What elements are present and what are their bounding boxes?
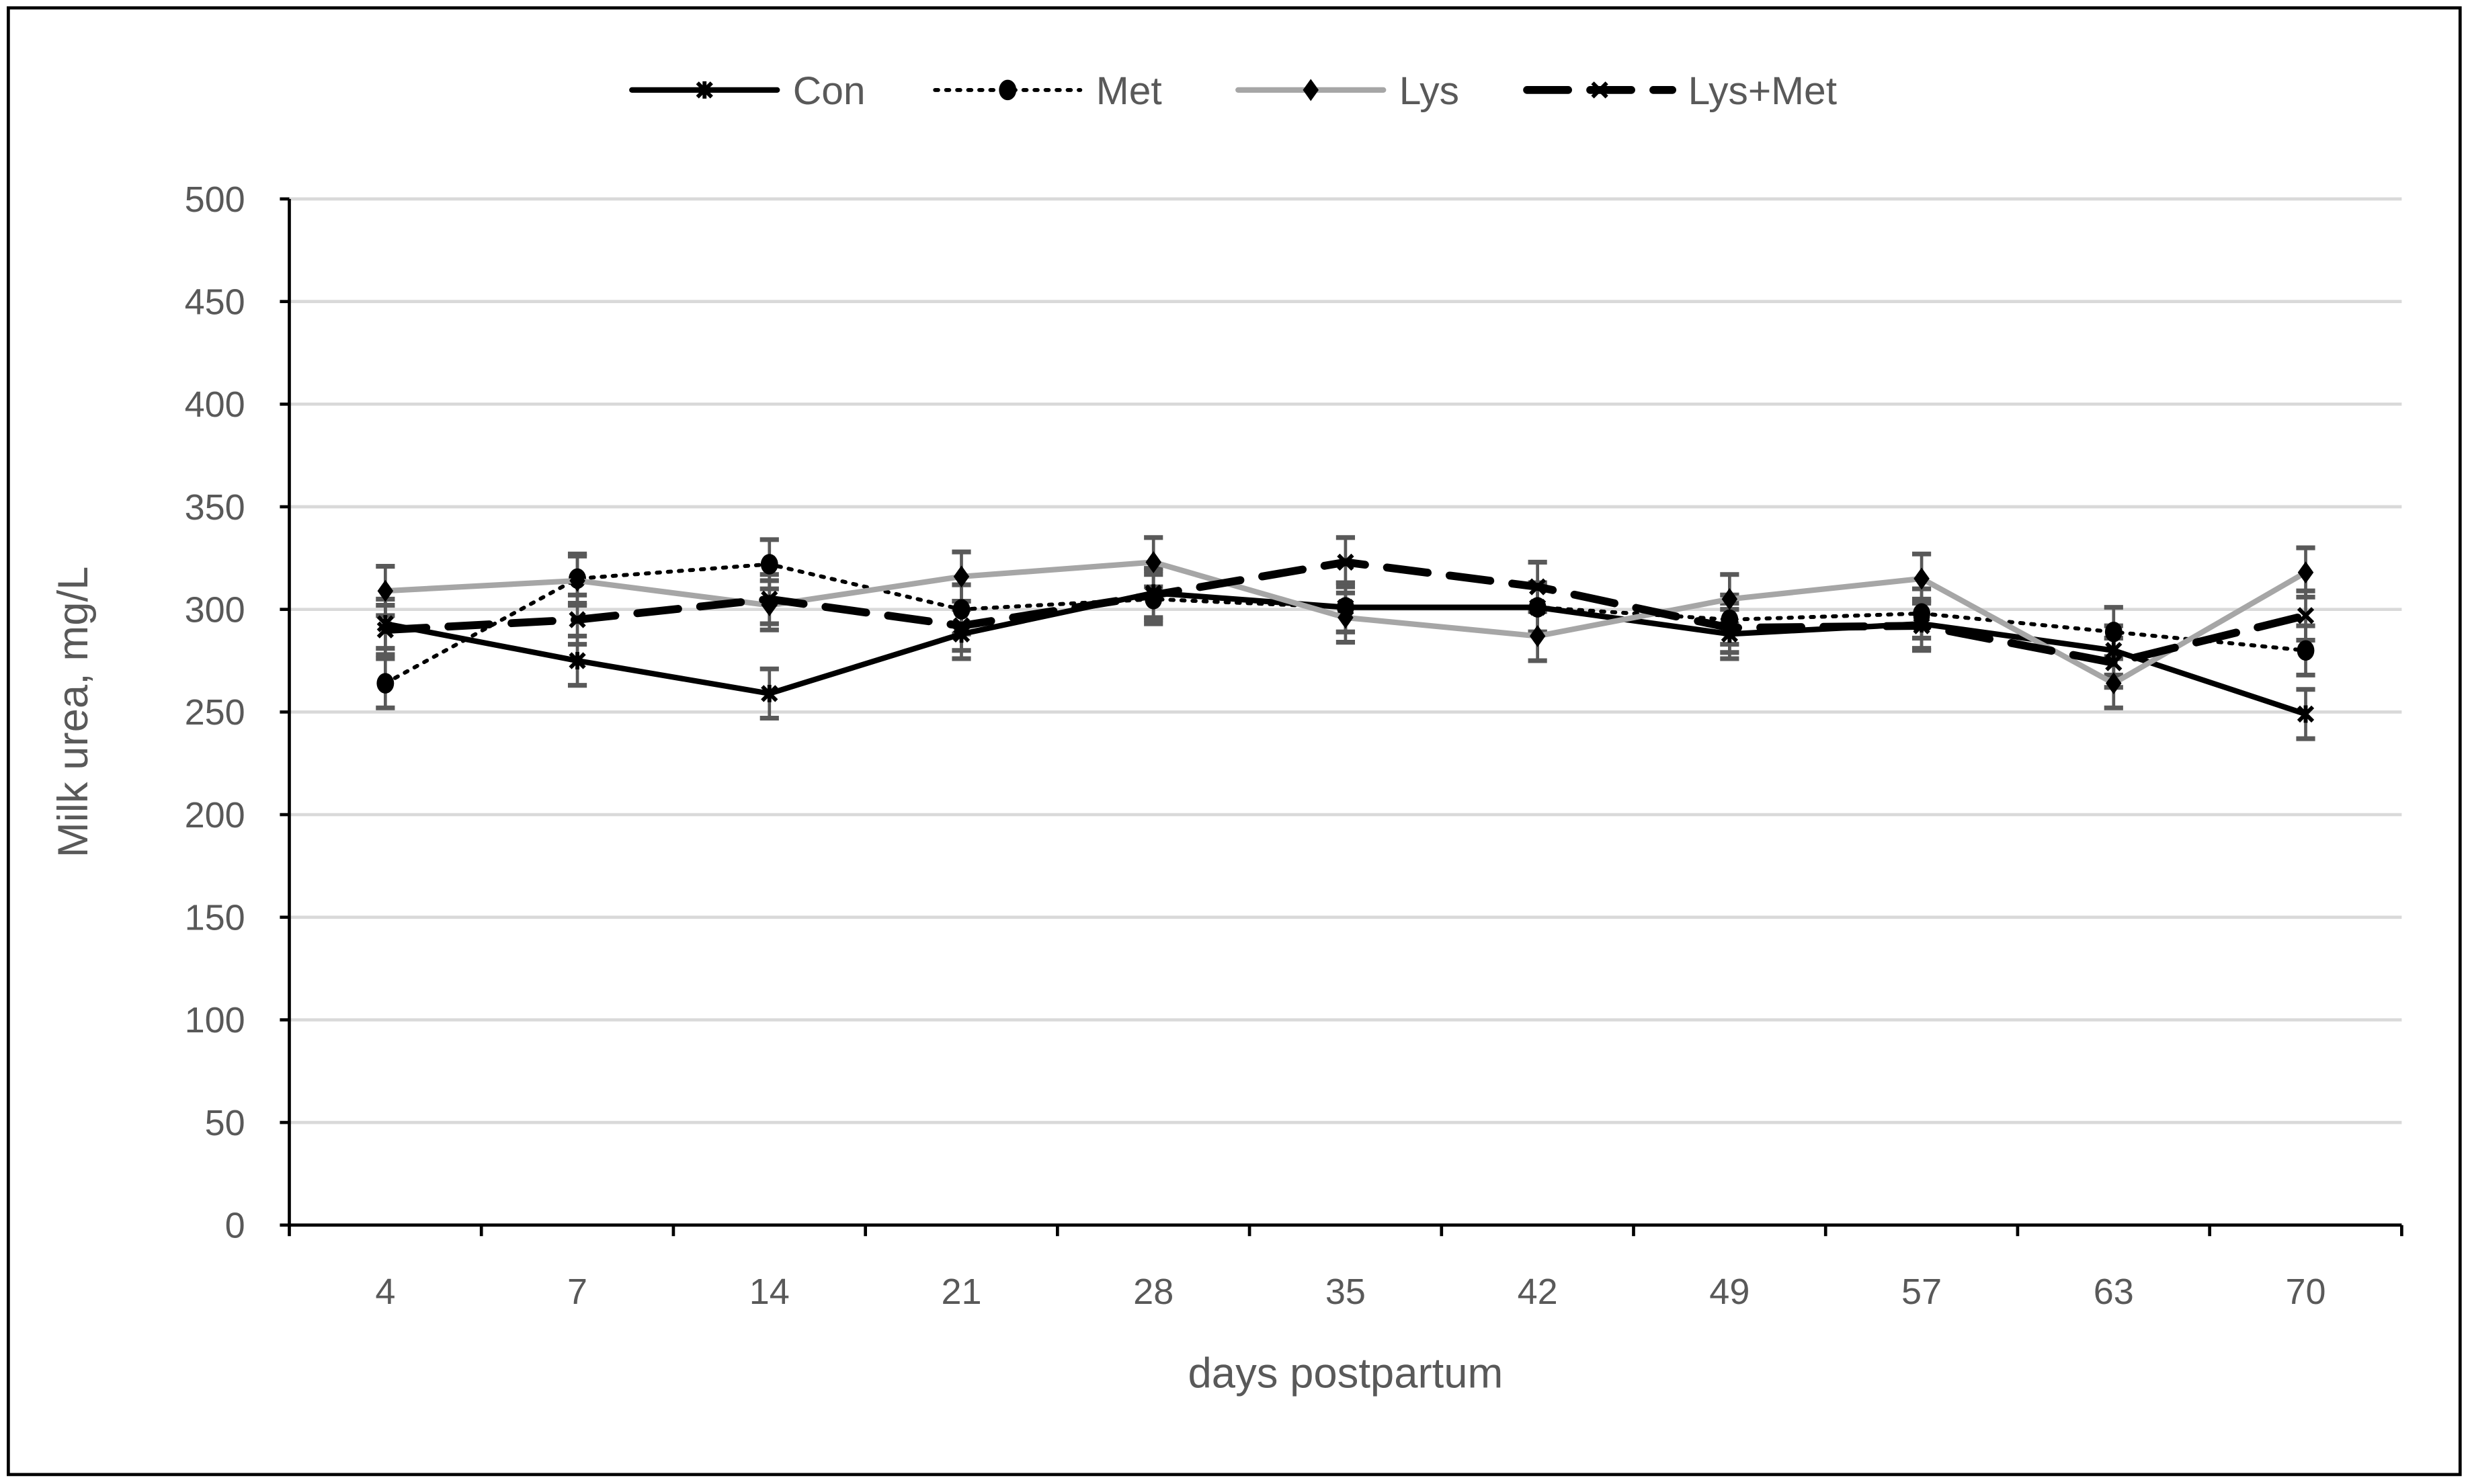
star-marker <box>696 81 713 99</box>
legend-label: Met <box>1096 69 1162 113</box>
x-marker <box>952 617 971 634</box>
chart-frame <box>7 6 2462 1477</box>
y-tick-label: 0 <box>225 1206 245 1246</box>
x-marker <box>1337 553 1354 571</box>
x-marker <box>2297 607 2315 624</box>
circle-marker <box>1913 603 1930 624</box>
x-tick-label: 28 <box>1133 1272 1174 1312</box>
y-tick-label: 350 <box>185 487 245 528</box>
circle-marker <box>952 599 971 620</box>
y-tick-label: 150 <box>185 898 245 938</box>
x-marker <box>2105 654 2123 671</box>
circle-marker <box>2104 622 2123 643</box>
x-tick-label: 4 <box>375 1272 395 1312</box>
x-marker <box>1721 619 1738 636</box>
x-marker <box>1528 578 1547 595</box>
y-tick-label: 50 <box>205 1103 245 1143</box>
diamond-marker <box>953 565 970 588</box>
y-tick-label: 500 <box>185 179 245 220</box>
x-marker <box>1145 586 1162 604</box>
legend-item: Con <box>629 69 866 113</box>
legend-item: Lys <box>1235 69 1459 113</box>
x-tick-label: 57 <box>1901 1272 1942 1312</box>
diamond-marker <box>1337 606 1354 629</box>
legend-label: Lys+Met <box>1688 69 1837 113</box>
y-tick-label: 300 <box>185 589 245 630</box>
circle-marker <box>999 79 1017 101</box>
circle-marker <box>2297 640 2315 661</box>
y-tick-label: 200 <box>185 795 245 835</box>
y-tick-label: 450 <box>185 282 245 322</box>
x-axis-label: days postpartum <box>1188 1350 1504 1397</box>
star-marker <box>569 652 586 669</box>
x-tick-label: 63 <box>2094 1272 2134 1312</box>
y-tick-label: 400 <box>185 384 245 425</box>
x-marker <box>376 621 394 638</box>
y-axis-label: Milk urea, mg/L <box>50 567 97 858</box>
legend-label: Lys <box>1399 69 1459 113</box>
circle-marker <box>760 554 778 575</box>
x-tick-label: 21 <box>941 1272 981 1312</box>
legend-label: Con <box>793 69 866 113</box>
circle-marker <box>1528 597 1547 618</box>
diamond-marker <box>2106 672 2122 695</box>
y-tick-label: 250 <box>185 692 245 733</box>
x-tick-label: 35 <box>1325 1272 1366 1312</box>
circle-marker <box>376 673 395 694</box>
diamond-marker <box>1303 79 1319 101</box>
diamond-marker <box>2297 561 2314 584</box>
x-tick-label: 70 <box>2285 1272 2325 1312</box>
star-marker <box>761 684 778 702</box>
x-marker <box>569 611 586 628</box>
x-tick-label: 7 <box>567 1272 587 1312</box>
diamond-marker <box>1913 567 1930 590</box>
star-marker <box>2297 705 2315 723</box>
y-tick-label: 100 <box>185 1000 245 1040</box>
x-marker <box>761 590 778 608</box>
x-tick-label: 14 <box>749 1272 790 1312</box>
star-marker <box>2105 641 2123 659</box>
x-tick-label: 42 <box>1518 1272 1558 1312</box>
legend-item: Met <box>933 69 1162 113</box>
x-marker <box>1591 81 1608 99</box>
x-marker <box>1913 617 1930 634</box>
x-tick-label: 49 <box>1709 1272 1749 1312</box>
legend-item: Lys+Met <box>1523 69 1837 113</box>
